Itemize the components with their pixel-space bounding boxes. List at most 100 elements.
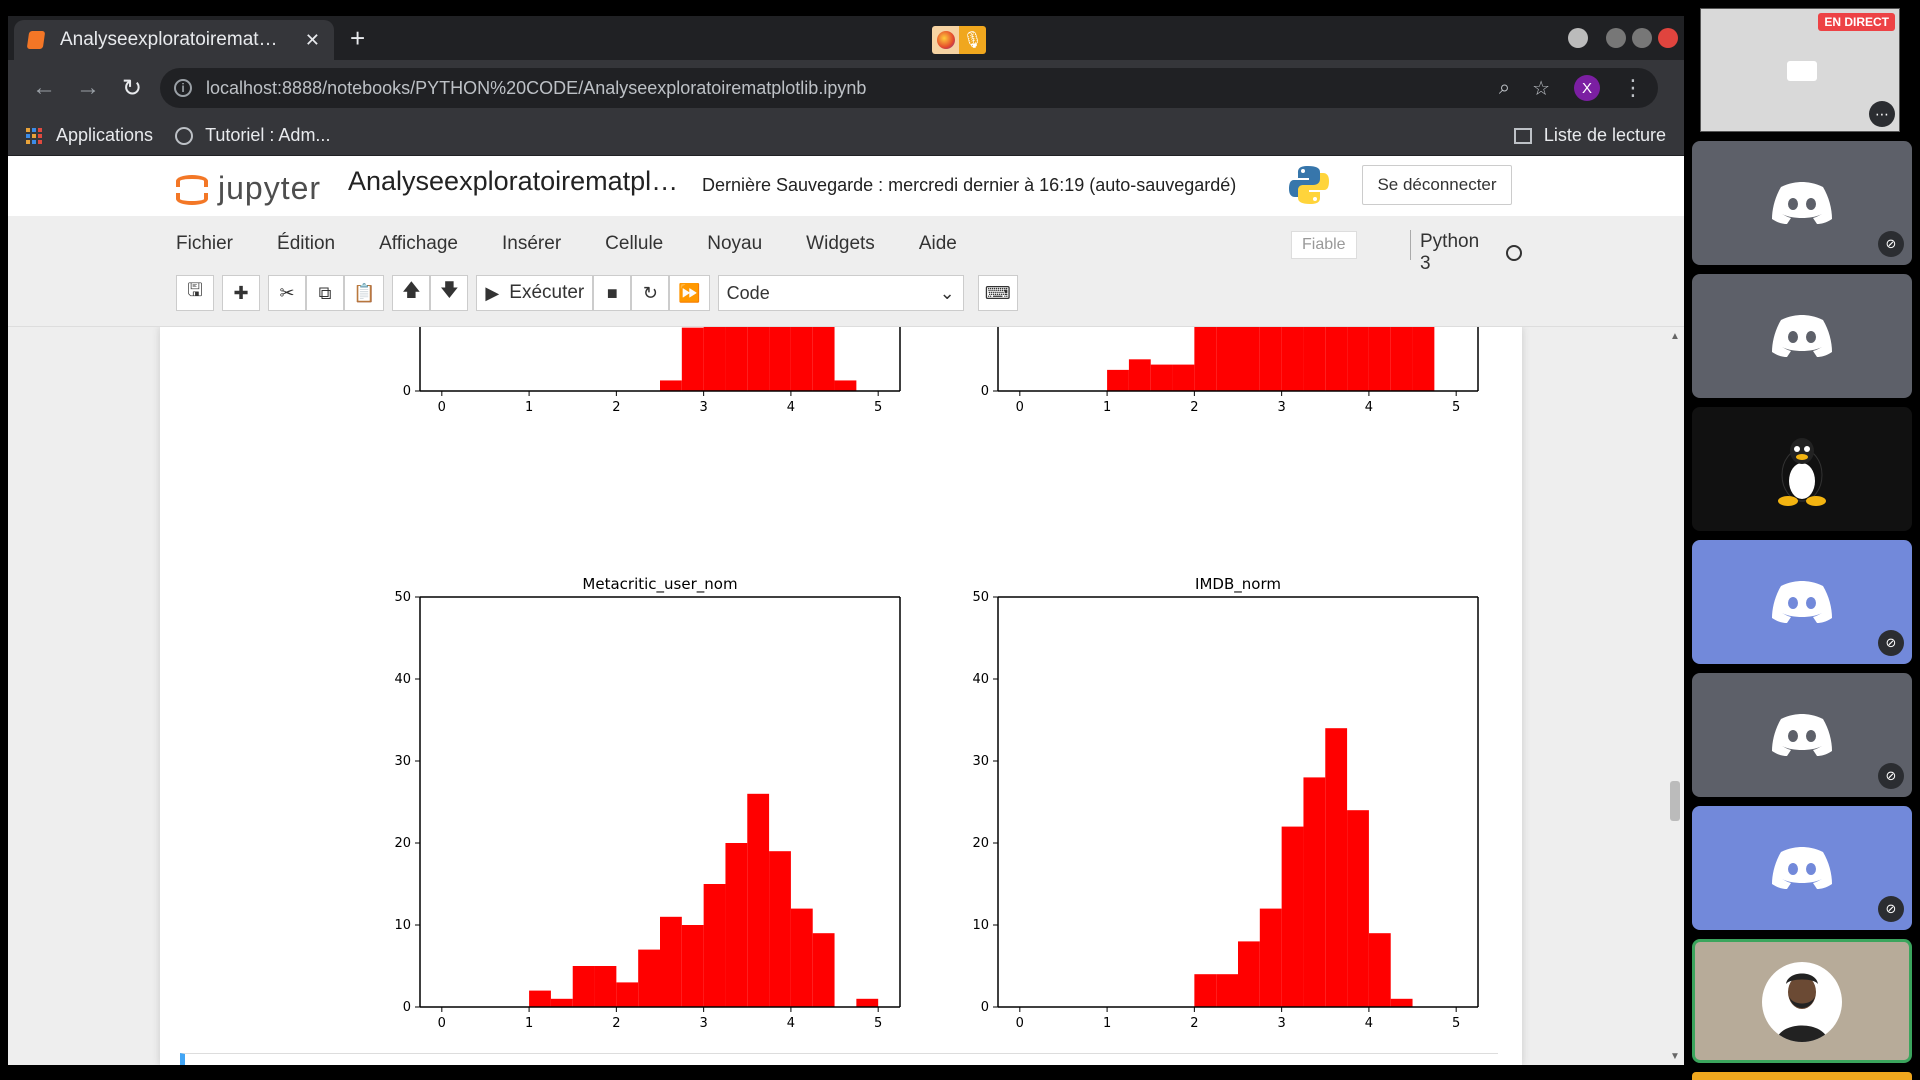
play-icon: ▶ <box>485 282 500 303</box>
reading-list-button[interactable]: Liste de lecture <box>1513 125 1666 146</box>
logout-button[interactable]: Se déconnecter <box>1362 165 1512 205</box>
participant-tile[interactable]: ⊘ <box>1692 540 1912 664</box>
scroll-down-icon[interactable]: ▼ <box>1670 1051 1680 1062</box>
maximize-icon[interactable] <box>1632 28 1652 48</box>
move-down-button[interactable]: 🡇 <box>430 275 469 311</box>
bookmark-tutoriel[interactable]: Tutoriel : Adm... <box>175 125 330 146</box>
discord-logo-icon <box>1772 182 1832 224</box>
page-scrollbar[interactable]: ▲ ▼ <box>1666 327 1684 1065</box>
stop-icon: ■ <box>606 282 618 303</box>
menu-widgets[interactable]: Widgets <box>806 233 875 254</box>
paste-button[interactable]: 📋 <box>344 275 385 311</box>
fast-forward-icon: ⏩ <box>678 282 701 303</box>
histogram-bar <box>856 998 879 1007</box>
histogram-bar <box>1368 327 1391 391</box>
histogram-bar <box>1194 327 1217 391</box>
run-button[interactable]: ▶ Exécuter <box>476 275 594 311</box>
menu-edition[interactable]: Édition <box>277 233 336 254</box>
firefox-icon <box>932 26 959 54</box>
notebook-name[interactable]: Analyseexploratoirematpl… <box>348 166 679 196</box>
save-button[interactable]: 🖫 <box>176 275 214 311</box>
menu-noyau[interactable]: Noyau <box>707 233 763 254</box>
y-tick-label: 40 <box>972 672 989 687</box>
profile-menu-icon[interactable] <box>1568 28 1588 48</box>
notebook-area[interactable]: 0 1 2 3 4 5 0 0 1 2 3 4 5 0 0 1 2 3 4 5 0 10 20 30 40 50 Metacriti… <box>8 326 1684 1065</box>
new-tab-icon[interactable]: + <box>350 23 366 53</box>
participant-tile[interactable]: ⊘ <box>1692 673 1912 797</box>
move-up-button[interactable]: 🡅 <box>392 275 431 311</box>
menu-inserer[interactable]: Insérer <box>502 233 562 254</box>
histogram-bar <box>703 884 726 1007</box>
stream-preview-tile[interactable]: EN DIRECT ⋯ <box>1700 8 1900 132</box>
muted-mic-icon: ⊘ <box>1878 763 1904 789</box>
extension-indicator[interactable]: 🎙 <box>932 26 986 54</box>
reload-icon[interactable]: ↻ <box>121 74 143 102</box>
participant-tile[interactable]: ⊘ <box>1692 141 1912 265</box>
histogram-bar <box>529 990 551 1007</box>
address-bar[interactable]: i localhost:8888/notebooks/PYTHON%20CODE… <box>160 68 1658 108</box>
trusted-indicator[interactable]: Fiable <box>1291 231 1357 259</box>
kernel-indicator[interactable]: Python 3 <box>1420 231 1522 275</box>
participant-tile-speaking[interactable] <box>1692 939 1912 1063</box>
participant-tile[interactable]: ⊘ <box>1692 806 1912 930</box>
back-icon[interactable]: ← <box>32 74 56 101</box>
interrupt-button[interactable]: ■ <box>593 275 632 311</box>
y-tick-label: 0 <box>403 1000 411 1015</box>
copy-button[interactable]: ⧉ <box>306 275 344 311</box>
cell-type-select[interactable]: Code ⌄ <box>717 275 964 311</box>
histogram-bar <box>1281 826 1304 1007</box>
command-palette-button[interactable]: ⌨ <box>977 275 1018 311</box>
forward-icon[interactable]: → <box>76 74 100 101</box>
histogram-bar <box>1325 327 1348 391</box>
restart-run-all-button[interactable]: ⏩ <box>669 275 710 311</box>
jupyter-logo[interactable]: jupyter <box>176 170 321 207</box>
more-options-icon[interactable]: ⋯ <box>1869 101 1895 127</box>
save-status: Dernière Sauvegarde : mercredi dernier à… <box>702 175 1237 195</box>
histogram-bar <box>681 327 704 391</box>
menu-aide[interactable]: Aide <box>918 233 957 254</box>
reading-list-label: Liste de lecture <box>1543 125 1666 145</box>
y-tick-label: 50 <box>394 590 411 605</box>
next-code-cell[interactable] <box>180 1053 1498 1065</box>
bookmark-star-icon[interactable]: ☆ <box>1532 77 1550 100</box>
x-tick-label: 2 <box>1190 1016 1198 1031</box>
menu-affichage[interactable]: Affichage <box>379 233 459 254</box>
avatar <box>1762 962 1842 1042</box>
globe-icon <box>175 126 194 145</box>
x-tick-label: 3 <box>699 400 707 415</box>
browser-tab[interactable]: Analyseexploratoiremat… ✕ <box>14 20 334 60</box>
restart-button[interactable]: ↻ <box>631 275 670 311</box>
window-close-icon[interactable] <box>1658 28 1678 48</box>
bookmark-label: Tutoriel : Adm... <box>205 125 331 145</box>
scrollbar-thumb[interactable] <box>1670 781 1680 821</box>
participant-tile[interactable] <box>1692 407 1912 531</box>
menu-fichier[interactable]: Fichier <box>176 233 234 254</box>
y-tick-label: 0 <box>403 384 411 399</box>
x-tick-label: 5 <box>1452 1016 1460 1031</box>
discord-logo-icon <box>1772 581 1832 623</box>
zoom-icon[interactable]: ⌕ <box>1498 76 1511 99</box>
browser-toolbar: ← → ↻ i localhost:8888/notebooks/PYTHON%… <box>8 60 1684 116</box>
discord-logo-icon <box>1772 315 1832 357</box>
histogram-output: 0 1 2 3 4 500 1 2 3 4 500 1 2 3 4 501020304050Metacriti… <box>394 327 1479 1031</box>
histogram-bar <box>747 327 770 391</box>
site-info-icon[interactable]: i <box>174 79 192 97</box>
close-tab-icon[interactable]: ✕ <box>304 29 320 50</box>
histogram-bar <box>790 327 813 391</box>
histogram-bar <box>769 851 791 1007</box>
x-tick-label: 5 <box>1452 400 1460 415</box>
profile-avatar[interactable]: X <box>1574 75 1600 101</box>
participant-tile[interactable] <box>1692 274 1912 398</box>
y-tick-label: 30 <box>394 754 411 769</box>
browser-menu-icon[interactable]: ⋮ <box>1622 75 1644 100</box>
histogram-bar <box>638 949 660 1007</box>
menu-cellule[interactable]: Cellule <box>605 233 664 254</box>
insert-cell-button[interactable]: ✚ <box>222 275 260 311</box>
chevron-down-icon: ⌄ <box>939 282 955 303</box>
microphone-icon: 🎙 <box>959 26 986 54</box>
run-label: Exécuter <box>509 282 585 303</box>
minimize-icon[interactable] <box>1606 28 1626 48</box>
bookmark-applications[interactable]: Applications <box>26 125 153 146</box>
cut-button[interactable]: ✂ <box>268 275 306 311</box>
scroll-up-icon[interactable]: ▲ <box>1670 331 1680 342</box>
